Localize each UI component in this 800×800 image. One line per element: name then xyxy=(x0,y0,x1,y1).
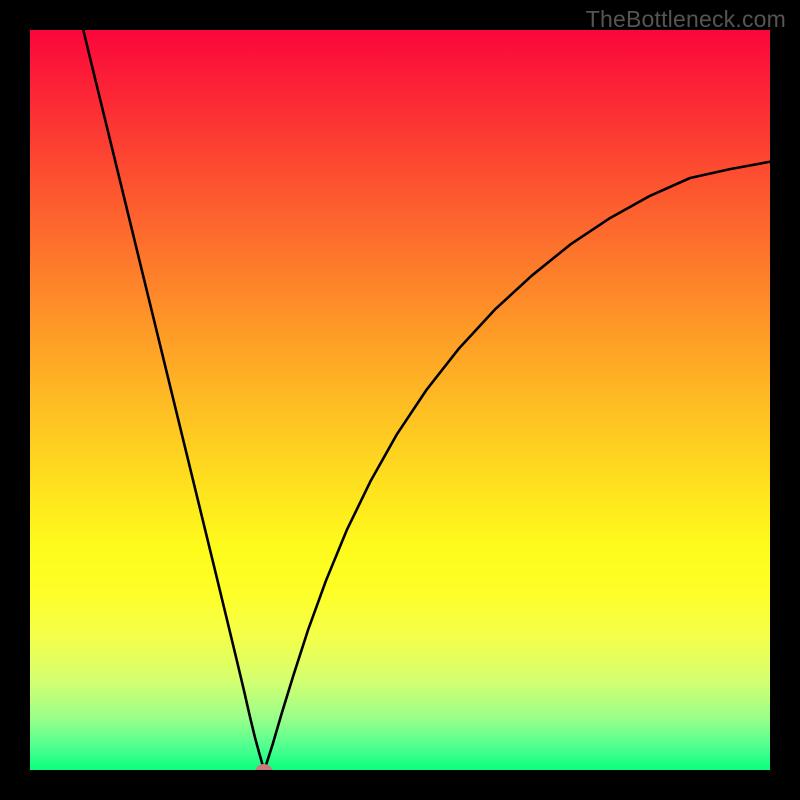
watermark-text: TheBottleneck.com xyxy=(586,6,786,33)
chart-container: TheBottleneck.com xyxy=(0,0,800,800)
plot-background xyxy=(30,30,770,770)
chart-svg xyxy=(0,0,800,800)
